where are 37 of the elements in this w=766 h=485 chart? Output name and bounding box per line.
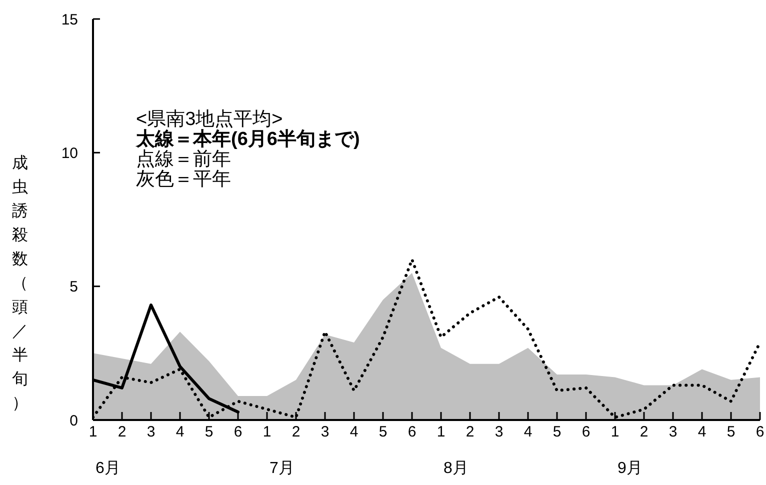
x-tick-label: 4	[176, 424, 184, 441]
x-tick-label: 4	[698, 424, 706, 441]
x-tick-label: 3	[668, 424, 678, 441]
x-tick-label: 3	[494, 424, 504, 441]
x-tick-label: 6	[234, 424, 242, 441]
x-tick-label: 3	[320, 424, 330, 441]
x-tick-label: 1	[88, 424, 98, 441]
annotation: 点線＝前年	[136, 149, 232, 170]
text: 6月	[94, 459, 122, 479]
annotation: 太線＝本年(6月6半旬まで)	[136, 129, 360, 150]
x-tick-label: 2	[292, 424, 300, 441]
x-tick-label: 5	[726, 424, 736, 441]
x-tick-label: 4	[524, 424, 532, 441]
x-tick-label: 1	[610, 424, 620, 441]
x-tick-label: 2	[466, 424, 474, 441]
y-tick-label: 10	[61, 144, 78, 162]
x-tick-label: 5	[378, 424, 388, 441]
x-tick-label: 2	[118, 424, 126, 441]
y-tick-label: 0	[70, 412, 78, 430]
text: 9月	[616, 459, 644, 479]
annotation: 灰色＝平年	[136, 169, 232, 190]
text: 7月	[268, 459, 296, 479]
x-tick-label: 1	[436, 424, 446, 441]
x-tick-label: 1	[262, 424, 272, 441]
x-tick-label: 6	[756, 424, 764, 441]
x-tick-label: 4	[350, 424, 358, 441]
x-tick-label: 6	[582, 424, 590, 441]
y-tick-label: 15	[61, 11, 78, 28]
y-tick-label: 5	[70, 278, 78, 296]
x-tick-label: 2	[640, 424, 648, 441]
x-tick-label: 5	[552, 424, 562, 441]
text: <県南3地点平均>	[136, 109, 283, 130]
x-tick-label: 3	[146, 424, 156, 441]
text: 8月	[442, 459, 470, 479]
x-tick-label: 5	[204, 424, 214, 441]
x-tick-label: 6	[408, 424, 416, 441]
text: 成虫誘殺数（頭／半旬）	[12, 155, 28, 412]
